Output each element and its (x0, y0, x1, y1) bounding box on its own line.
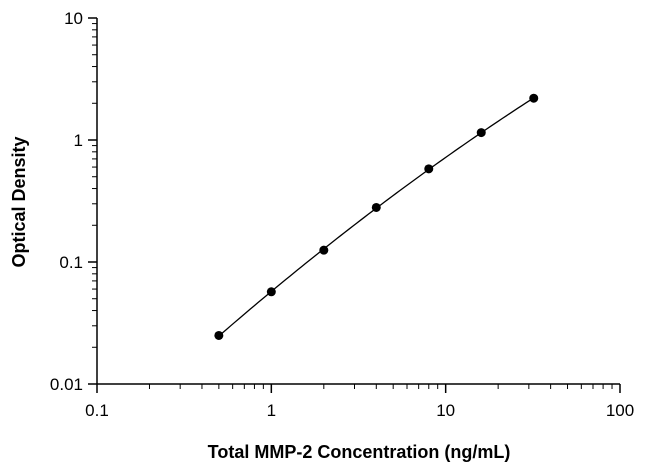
data-point (319, 245, 329, 255)
x-tick-label: 10 (436, 401, 455, 420)
data-point (476, 128, 486, 138)
x-tick-label: 0.1 (85, 401, 109, 420)
data-point (371, 202, 381, 212)
y-tick-label: 1 (74, 131, 83, 150)
y-tick-label: 10 (64, 9, 83, 28)
data-point (266, 287, 276, 297)
fit-curve-layer (218, 97, 535, 337)
axes (88, 17, 621, 393)
y-axis-title: Optical Density (9, 136, 29, 267)
x-axis-title: Total MMP-2 Concentration (ng/mL) (208, 442, 511, 462)
data-point (529, 93, 539, 103)
y-tick-label: 0.1 (59, 253, 83, 272)
x-tick-label: 1 (267, 401, 276, 420)
data-point (424, 164, 434, 174)
data-points-layer (214, 93, 539, 340)
fit-curve (218, 97, 535, 337)
data-point (214, 330, 224, 340)
y-tick-label: 0.01 (50, 375, 83, 394)
x-tick-label: 100 (606, 401, 634, 420)
